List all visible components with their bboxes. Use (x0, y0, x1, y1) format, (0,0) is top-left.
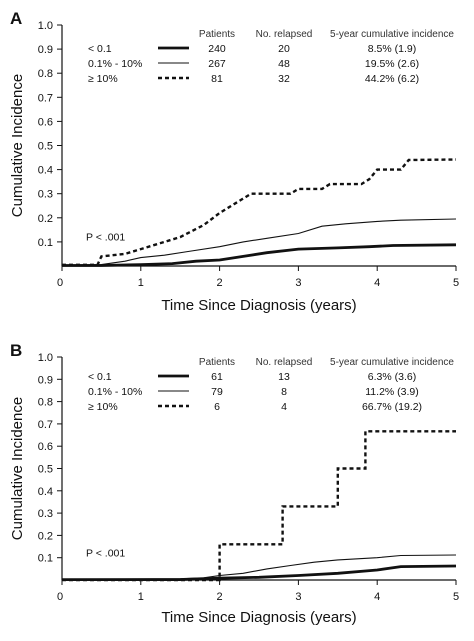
y-tick-label: 0.8 (38, 68, 53, 80)
patients-count: 6 (214, 401, 220, 413)
y-tick-label: 0.6 (38, 441, 53, 453)
y-tick-label: 0.6 (38, 116, 53, 128)
p-value-label: P < .001 (86, 232, 125, 244)
series-line (62, 564, 457, 581)
panel-letter: A (10, 9, 22, 28)
x-tick-label: 0 (57, 277, 63, 289)
p-value-label: P < .001 (86, 548, 125, 560)
y-tick-label: 0.9 (38, 374, 53, 386)
incidence-value: 11.2% (3.9) (365, 386, 419, 398)
table-header: 5-year cumulative incidence (330, 29, 454, 40)
legend-label: < 0.1 (88, 371, 112, 383)
table-header: No. relapsed (256, 29, 313, 40)
y-tick-label: 0.1 (38, 553, 53, 565)
y-tick-label: 0.5 (38, 464, 53, 476)
series-line (62, 243, 457, 267)
legend-label: 0.1% - 10% (88, 58, 142, 70)
y-tick-label: 0.1 (38, 237, 53, 249)
relapsed-count: 32 (278, 73, 290, 85)
incidence-value: 6.3% (3.6) (368, 371, 416, 383)
series-line (61, 554, 457, 580)
x-tick-label: 1 (138, 591, 144, 603)
relapsed-count: 8 (281, 386, 287, 398)
x-tick-label: 3 (295, 591, 301, 603)
x-tick-label: 5 (453, 591, 459, 603)
y-tick-label: 0.2 (38, 213, 53, 225)
legend-label: < 0.1 (88, 43, 112, 55)
y-axis-title: Cumulative Incidence (9, 397, 26, 540)
panel-a: A 0.1 0.2 0.3 0.4 0.5 0.6 0.7 0.8 0.9 1.0 0 1 2 3 4 5 Tim… (9, 9, 459, 314)
x-tick-label: 4 (374, 591, 380, 603)
table-header: 5-year cumulative incidence (330, 357, 454, 368)
patients-count: 267 (208, 58, 226, 70)
y-tick-label: 0.9 (38, 44, 53, 56)
table-header: Patients (199, 357, 235, 368)
panel-letter: B (10, 341, 22, 360)
y-tick-label: 0.8 (38, 397, 53, 409)
y-tick-label: 0.4 (38, 486, 53, 498)
y-axis-title: Cumulative Incidence (9, 74, 26, 217)
patients-count: 79 (211, 386, 223, 398)
series-line (61, 218, 457, 266)
panel-b: B 0.1 0.2 0.3 0.4 0.5 0.6 0.7 0.8 0.9 1.0 0 1 2 3 4 5 Tim… (9, 341, 459, 626)
y-tick-label: 0.2 (38, 530, 53, 542)
x-tick-label: 5 (453, 277, 459, 289)
table-header: Patients (199, 29, 235, 40)
y-tick-label: 0.7 (38, 92, 53, 104)
y-tick-label: 0.7 (38, 419, 53, 431)
patients-count: 240 (208, 43, 226, 55)
legend-label: ≥ 10% (88, 73, 118, 85)
x-tick-label: 3 (295, 277, 301, 289)
incidence-value: 44.2% (6.2) (365, 73, 419, 85)
x-tick-label: 1 (138, 277, 144, 289)
x-tick-label: 2 (217, 277, 223, 289)
series-line (62, 430, 456, 582)
x-axis-title: Time Since Diagnosis (years) (161, 609, 356, 626)
x-tick-label: 2 (217, 591, 223, 603)
patients-count: 81 (211, 73, 223, 85)
y-tick-label: 0.4 (38, 165, 53, 177)
y-tick-label: 0.3 (38, 189, 53, 201)
legend-label: ≥ 10% (88, 401, 118, 413)
y-tick-label: 0.5 (38, 141, 53, 153)
table-header: No. relapsed (256, 357, 313, 368)
y-tick-label: 1.0 (38, 352, 53, 364)
relapsed-count: 48 (278, 58, 290, 70)
relapsed-count: 13 (278, 371, 290, 383)
relapsed-count: 4 (281, 401, 287, 413)
incidence-value: 66.7% (19.2) (362, 401, 422, 413)
incidence-value: 19.5% (2.6) (365, 58, 419, 70)
series-line (62, 158, 457, 266)
legend-label: 0.1% - 10% (88, 386, 142, 398)
patients-count: 61 (211, 371, 223, 383)
relapsed-count: 20 (278, 43, 290, 55)
incidence-value: 8.5% (1.9) (368, 43, 416, 55)
x-tick-label: 4 (374, 277, 380, 289)
x-tick-label: 0 (57, 591, 63, 603)
x-axis-title: Time Since Diagnosis (years) (161, 297, 356, 314)
y-tick-label: 0.3 (38, 508, 53, 520)
y-tick-label: 1.0 (38, 20, 53, 32)
